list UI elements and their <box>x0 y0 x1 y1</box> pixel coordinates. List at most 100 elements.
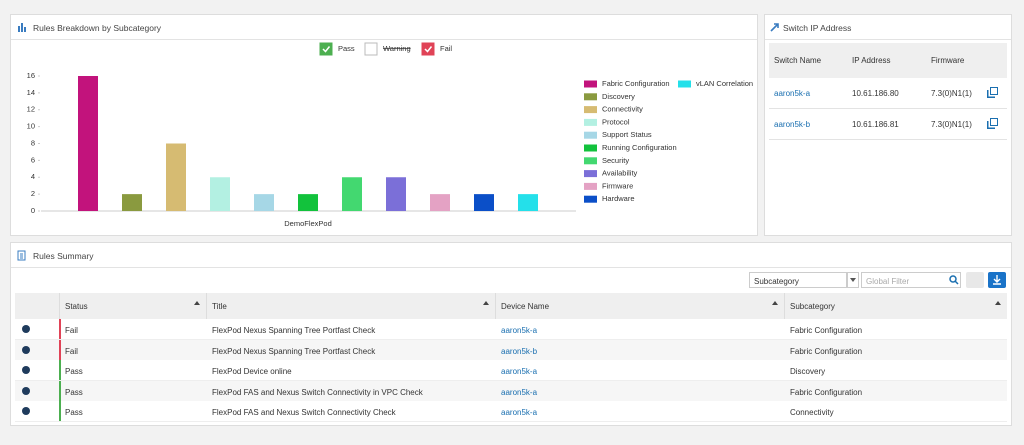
status-bar <box>59 380 61 401</box>
cell: Fabric Configuration <box>790 346 863 356</box>
filter-checkbox[interactable] <box>319 42 333 56</box>
filter-label: Pass <box>338 44 355 53</box>
bar <box>254 194 274 211</box>
bar <box>386 177 406 211</box>
status-bar <box>59 319 61 339</box>
column-header: Title <box>212 302 227 311</box>
chart-icon <box>18 23 26 32</box>
legend-swatch <box>584 157 597 165</box>
column-divider <box>495 293 496 319</box>
cell: FlexPod Device online <box>212 367 292 377</box>
cell[interactable]: aaron5k-a <box>501 387 538 397</box>
column-header: Device Name <box>501 302 550 311</box>
panel-title: Rules Summary <box>33 251 94 261</box>
y-tick-label: 16 <box>27 71 35 80</box>
cell: 7.3(0)N1(1) <box>931 120 972 129</box>
group-by-select[interactable]: Subcategory <box>749 272 847 288</box>
table-row <box>15 360 1007 382</box>
cell[interactable]: aaron5k-a <box>774 89 811 98</box>
expand-icon[interactable] <box>22 325 30 333</box>
legend-label: Support Status <box>602 130 652 139</box>
sort-icon[interactable] <box>995 301 1001 305</box>
table-row <box>15 401 1007 423</box>
sort-icon[interactable] <box>772 301 778 305</box>
legend-swatch <box>584 106 597 114</box>
filter-label: Fail <box>440 44 452 53</box>
cell: Fail <box>65 326 78 335</box>
expand-icon[interactable] <box>22 345 30 354</box>
cell: Fail <box>65 346 78 356</box>
y-tick-label: 8 <box>31 138 35 147</box>
y-tick-label: 2 <box>31 189 35 198</box>
cell: FlexPod FAS and Nexus Switch Connectivit… <box>212 387 423 397</box>
legend-swatch <box>584 195 597 203</box>
legend-label: Hardware <box>602 194 635 203</box>
cell: 10.61.186.81 <box>852 120 899 129</box>
column-divider <box>206 293 207 319</box>
bar <box>474 194 494 211</box>
cell[interactable]: aaron5k-b <box>774 120 811 129</box>
y-tick-label: 14 <box>27 88 35 97</box>
expand-icon[interactable] <box>22 407 30 416</box>
cell: Discovery <box>790 367 826 377</box>
filter-checkbox[interactable] <box>364 42 378 56</box>
expand-icon[interactable] <box>22 366 30 375</box>
row-separator <box>769 108 1007 109</box>
sort-icon[interactable] <box>483 301 489 305</box>
expand-icon[interactable] <box>22 386 30 395</box>
filter-label: Warning <box>383 44 411 53</box>
filter-checkbox[interactable] <box>421 42 435 56</box>
cell[interactable]: aaron5k-a <box>501 367 538 377</box>
download-button[interactable] <box>988 272 1006 288</box>
select-arrow[interactable] <box>847 272 859 288</box>
search-icon[interactable] <box>949 275 959 285</box>
cell: 7.3(0)N1(1) <box>931 89 972 98</box>
y-tick-label: 6 <box>31 155 35 164</box>
copy-icon[interactable] <box>990 87 998 95</box>
switch-panel: Switch IP Address Switch Name IP Address F… <box>764 14 1012 236</box>
legend-swatch <box>584 182 597 190</box>
check <box>322 46 331 53</box>
bar <box>298 194 318 211</box>
table-row <box>15 380 1007 402</box>
global-filter[interactable]: Global Filter <box>861 272 961 288</box>
y-tick-label: 12 <box>27 105 35 114</box>
column-header: Firmware <box>931 56 965 65</box>
status-bar <box>59 401 61 422</box>
status-bar <box>59 360 61 381</box>
legend-label: Security <box>602 156 629 165</box>
table-header <box>15 293 1007 319</box>
check <box>424 46 433 53</box>
cell: Fabric Configuration <box>790 326 863 335</box>
column-divider <box>784 293 785 319</box>
panel-title: Switch IP Address <box>783 23 852 33</box>
reset-button[interactable] <box>966 272 984 288</box>
cell: FlexPod Nexus Spanning Tree Portfast Che… <box>212 326 376 335</box>
sort-icon[interactable] <box>194 301 200 305</box>
table-row <box>15 339 1007 361</box>
x-tick-label: DemoFlexPod <box>284 219 332 228</box>
bar <box>166 143 186 211</box>
cell[interactable]: aaron5k-a <box>501 326 538 335</box>
rules-icon <box>17 250 26 261</box>
cell[interactable]: aaron5k-a <box>501 408 538 418</box>
legend-swatch <box>584 93 597 101</box>
legend-swatch <box>584 170 597 178</box>
cell: 10.61.186.80 <box>852 89 899 98</box>
table-header <box>769 43 1007 78</box>
bar <box>342 177 362 211</box>
cell: Pass <box>65 387 83 397</box>
cell: FlexPod Nexus Spanning Tree Portfast Che… <box>212 346 376 356</box>
cell[interactable]: aaron5k-b <box>501 346 538 356</box>
switch-table: Switch Name IP Address Firmware aaron5k-a 10… <box>769 43 1007 223</box>
legend-label: Discovery <box>602 92 635 101</box>
legend-swatch <box>584 118 597 126</box>
y-tick-label: 10 <box>27 122 35 131</box>
copy-icon[interactable] <box>990 118 998 126</box>
cell: FlexPod FAS and Nexus Switch Connectivit… <box>212 408 396 418</box>
legend-swatch <box>584 80 597 88</box>
column-header: IP Address <box>852 56 891 65</box>
column-header: Status <box>65 302 88 311</box>
bar <box>210 177 230 211</box>
